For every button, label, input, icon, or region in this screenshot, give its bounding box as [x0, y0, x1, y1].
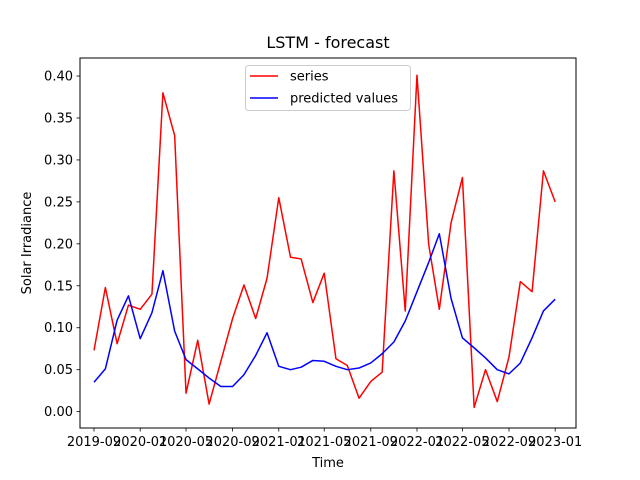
y-tick-label: 0.35	[44, 111, 73, 126]
y-tick-label: 0.15	[44, 279, 73, 294]
y-axis-ticks: 0.00 0.05 0.10 0.15 0.20 0.25 0.30 0.35 0.40	[44, 70, 80, 420]
y-tick-label: 0.05	[44, 363, 73, 378]
x-tick-label: 2020-09	[205, 435, 259, 450]
legend-label-predicted-values: predicted values	[290, 92, 398, 107]
y-tick-label: 0.30	[44, 153, 73, 168]
legend-box	[245, 65, 411, 111]
x-tick-label: 2021-09	[344, 435, 398, 450]
x-tick-label: 2020-01	[113, 435, 167, 450]
y-tick-label: 0.10	[44, 321, 73, 336]
y-tick-label: 0.25	[44, 195, 73, 210]
y-tick-label: 0.40	[44, 70, 73, 85]
series-line-predicted-values	[93, 233, 556, 388]
series-line-series	[93, 74, 556, 409]
chart-title: LSTM - forecast	[266, 33, 389, 52]
legend-label-series: series	[290, 70, 329, 85]
legend: series predicted values	[245, 65, 411, 111]
x-tick-label: 2023-01	[528, 435, 582, 450]
x-tick-label: 2022-05	[435, 435, 489, 450]
y-axis-label: Solar Irradiance	[20, 192, 35, 295]
y-tick-label: 0.00	[44, 405, 73, 420]
x-tick-label: 2021-01	[252, 435, 306, 450]
x-axis-ticks: 2019-092020-012020-052020-092021-012021-…	[67, 428, 582, 450]
y-tick-label: 0.20	[44, 237, 73, 252]
x-tick-label: 2020-05	[159, 435, 213, 450]
series-lines	[93, 74, 556, 409]
x-axis-label: Time	[311, 456, 344, 471]
x-tick-label: 2021-05	[297, 435, 351, 450]
x-tick-label: 2022-09	[482, 435, 536, 450]
x-tick-label: 2022-01	[390, 435, 444, 450]
x-tick-label: 2019-09	[67, 435, 121, 450]
plot-frame	[79, 57, 577, 429]
